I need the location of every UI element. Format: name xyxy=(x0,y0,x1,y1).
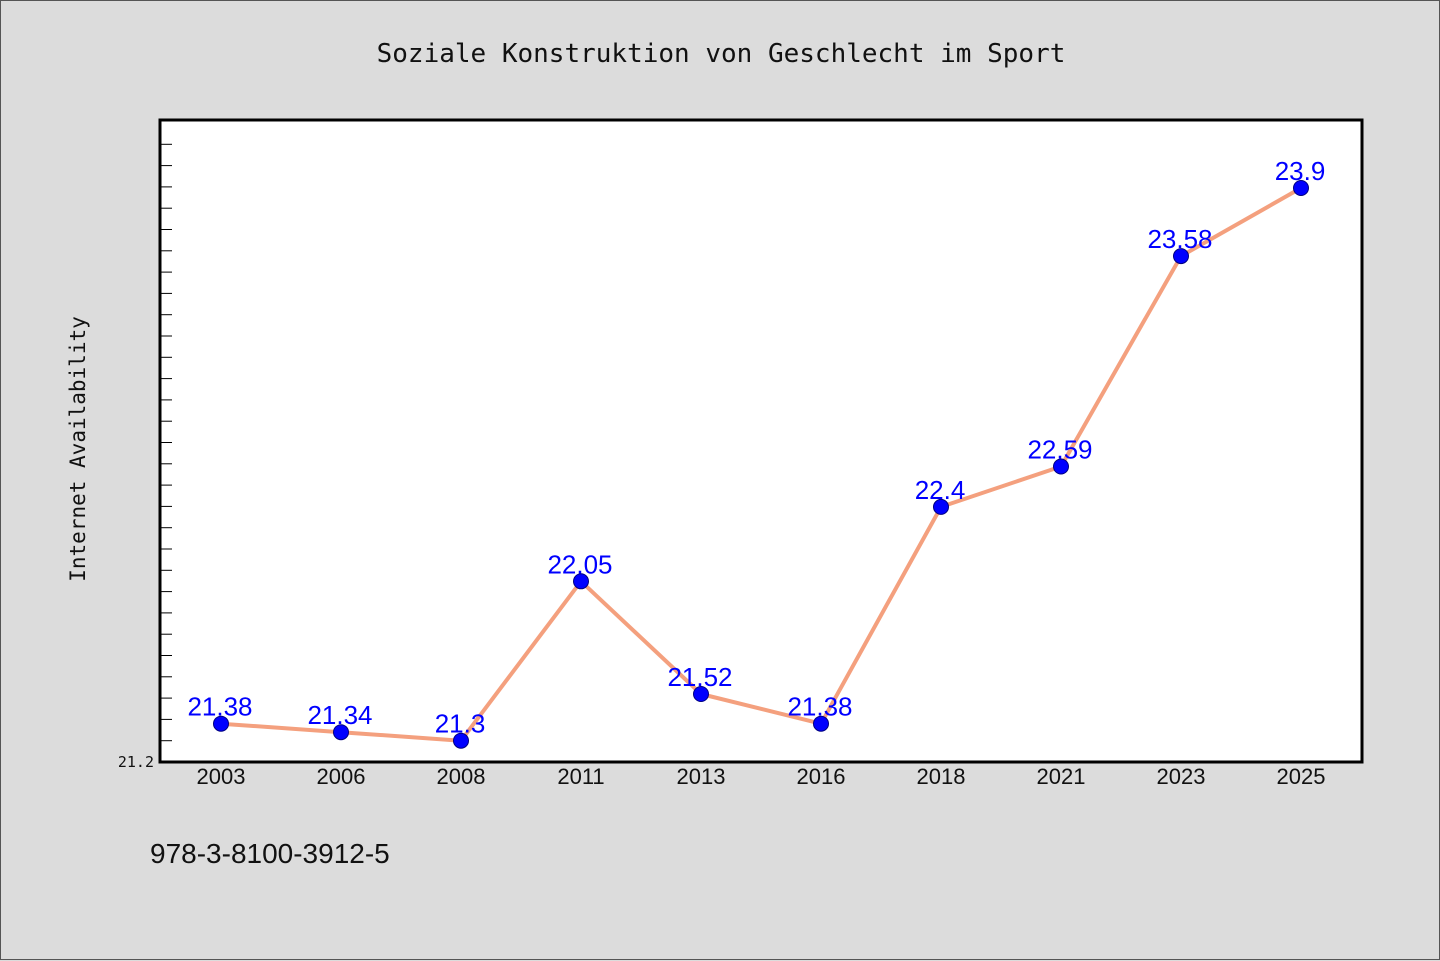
data-point xyxy=(1053,458,1069,475)
y-axis-minor-ticks xyxy=(160,143,172,763)
chart-title: Soziale Konstruktion von Geschlecht im S… xyxy=(377,39,1066,69)
data-labels: 21.38 21.34 21.3 22.05 21.52 21.38 22.4 22.59 23… xyxy=(187,156,1325,739)
series-line-group xyxy=(220,186,1302,743)
data-label: 21.3 xyxy=(435,709,486,739)
data-label: 22.05 xyxy=(547,549,612,579)
y-axis-label: Internet Availability xyxy=(66,316,90,582)
series-line xyxy=(220,186,1302,743)
data-label: 21.38 xyxy=(787,692,852,722)
data-label: 23.58 xyxy=(1147,224,1212,254)
data-label: 22.59 xyxy=(1027,435,1092,465)
x-tick-label: 2016 xyxy=(797,764,846,789)
data-point xyxy=(573,573,589,590)
data-label: 21.52 xyxy=(667,662,732,692)
x-tick-label: 2008 xyxy=(437,764,486,789)
data-point xyxy=(453,732,469,749)
x-tick-label: 2025 xyxy=(1277,764,1326,789)
plot-area xyxy=(158,118,1364,764)
data-point xyxy=(1293,180,1309,196)
data-markers xyxy=(213,180,1309,749)
x-tick-label: 2013 xyxy=(677,764,726,789)
y-tick-label: 21.2 xyxy=(118,753,154,771)
x-tick-label: 2018 xyxy=(917,764,966,789)
y-axis-tick-labels: 21.2 xyxy=(118,753,154,771)
data-point xyxy=(1173,248,1189,265)
data-point xyxy=(813,715,829,732)
x-tick-label: 2021 xyxy=(1037,764,1086,789)
data-label: 21.34 xyxy=(307,700,372,730)
isbn-footer: 978-3-8100-3912-5 xyxy=(150,838,390,869)
data-point xyxy=(213,715,229,732)
x-tick-label: 2011 xyxy=(557,764,604,789)
x-tick-label: 2003 xyxy=(197,764,246,789)
data-label: 21.38 xyxy=(187,692,252,722)
x-axis-tick-labels: 2003 2006 2008 2011 2013 2016 2018 2021 2023 2025 xyxy=(197,764,1326,789)
data-point xyxy=(333,724,349,741)
data-label: 23.9 xyxy=(1275,156,1326,186)
data-point xyxy=(693,686,709,702)
data-label: 22.4 xyxy=(915,475,966,505)
data-point xyxy=(933,498,949,515)
x-tick-label: 2023 xyxy=(1157,764,1206,789)
x-tick-label: 2006 xyxy=(317,764,366,789)
